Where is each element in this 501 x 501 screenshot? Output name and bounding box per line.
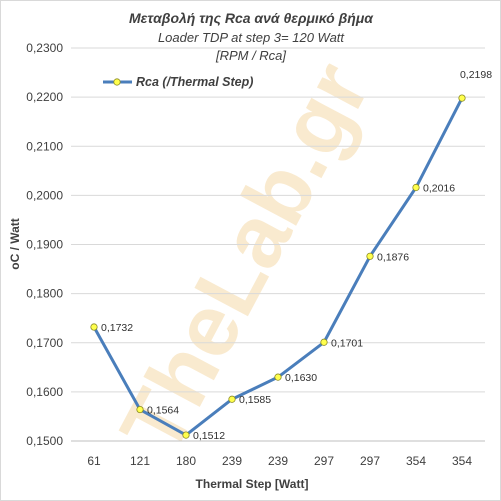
y-tick-label: 0,2100 — [26, 139, 63, 153]
x-tick-label: 239 — [222, 454, 242, 468]
data-point — [320, 338, 328, 346]
legend-label: Rca (/Thermal Step) — [136, 75, 253, 89]
gridlines — [71, 47, 485, 442]
x-axis-ticks: 61 121 180 239 239 297 297 354 354 — [87, 454, 472, 468]
data-point — [366, 252, 374, 260]
y-axis-ticks: 0,1500 0,1600 0,1700 0,1800 0,1900 0,2000 0,21… — [26, 41, 63, 448]
data-point — [228, 395, 236, 403]
y-tick-label: 0,2300 — [26, 41, 63, 55]
data-point — [274, 373, 282, 381]
y-tick-label: 0,1900 — [26, 238, 63, 252]
y-tick-label: 0,1800 — [26, 287, 63, 301]
chart-subtitle-line-1: Loader TDP at step 3= 120 Watt — [158, 30, 345, 45]
data-label: 0,1732 — [101, 322, 133, 334]
y-axis-title: oC / Watt — [8, 218, 22, 270]
x-tick-label: 61 — [87, 454, 101, 468]
data-point — [136, 405, 144, 414]
y-tick-label: 0,2000 — [26, 188, 63, 202]
data-point — [458, 94, 466, 102]
data-label: 0,1630 — [285, 372, 317, 384]
legend: Rca (/Thermal Step) — [103, 75, 253, 89]
chart-title: Μεταβολή της Rca ανά θερμικό βήμα — [129, 10, 374, 26]
x-tick-label: 354 — [406, 454, 426, 468]
y-tick-label: 0,1600 — [26, 385, 63, 399]
x-tick-label: 297 — [360, 454, 380, 468]
data-label: 0,1701 — [331, 337, 363, 349]
legend-marker — [113, 78, 121, 86]
y-tick-label: 0,1500 — [26, 434, 63, 448]
data-label: 0,1564 — [147, 405, 179, 417]
data-point — [182, 431, 190, 439]
data-label: 0,1512 — [193, 430, 225, 442]
data-label: 0,1585 — [239, 394, 271, 406]
y-tick-label: 0,2200 — [26, 90, 63, 104]
series-rca: 0,1732 0,1564 0,1512 0,1585 0,1630 0,1701 0,18… — [90, 69, 492, 442]
x-axis-title: Thermal Step [Watt] — [196, 477, 309, 491]
data-label: 0,2198 — [460, 69, 492, 81]
x-tick-label: 180 — [176, 454, 196, 468]
data-point — [412, 183, 420, 192]
chart-subtitle-line-2: [RPM / Rca] — [215, 48, 286, 63]
x-tick-label: 239 — [268, 454, 288, 468]
data-label: 0,2016 — [423, 183, 455, 195]
data-label: 0,1876 — [377, 251, 409, 263]
x-tick-label: 354 — [452, 454, 472, 468]
y-tick-label: 0,1700 — [26, 336, 63, 350]
x-tick-label: 297 — [314, 454, 334, 468]
x-tick-label: 121 — [130, 454, 150, 468]
data-point — [90, 323, 98, 331]
